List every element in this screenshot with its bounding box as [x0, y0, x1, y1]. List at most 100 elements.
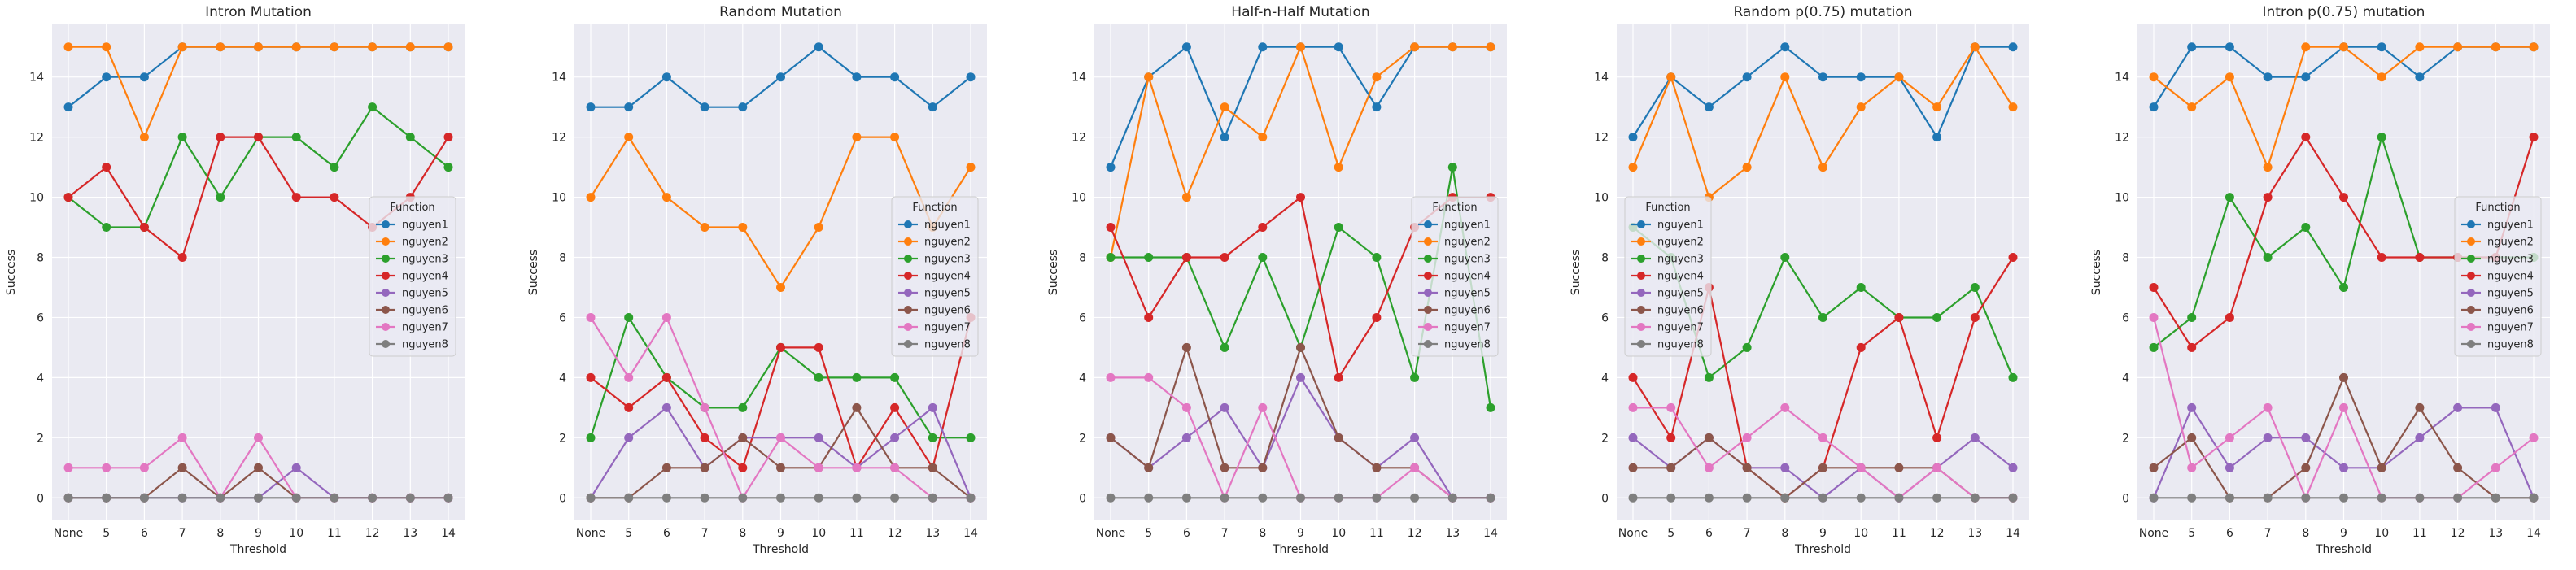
data-point-nguyen7	[1704, 463, 1714, 472]
data-point-nguyen8	[1856, 493, 1866, 503]
data-point-nguyen6	[2149, 463, 2159, 472]
data-point-nguyen3	[2149, 342, 2159, 352]
data-point-nguyen4	[1932, 433, 1942, 442]
data-point-nguyen7	[2529, 433, 2539, 442]
data-point-nguyen2	[1666, 72, 1676, 82]
legend-label: nguyen4	[1657, 271, 1704, 283]
data-point-nguyen2	[2187, 102, 2197, 112]
data-point-nguyen8	[405, 493, 415, 503]
data-point-nguyen1	[1932, 133, 1942, 142]
legend-label: nguyen3	[2487, 254, 2534, 266]
data-point-nguyen4	[216, 133, 225, 142]
data-point-nguyen8	[1296, 493, 1305, 503]
y-tick-label: 4	[1601, 372, 1609, 385]
data-point-nguyen5	[890, 433, 900, 442]
y-tick-label: 8	[1601, 252, 1609, 265]
y-tick-label: 10	[29, 192, 44, 205]
chart-title: Random Mutation	[719, 4, 842, 20]
legend-swatch-marker	[382, 289, 390, 297]
data-point-nguyen4	[1628, 372, 1638, 382]
legend-swatch-marker	[2467, 306, 2475, 314]
data-point-nguyen8	[852, 493, 862, 503]
data-point-nguyen1	[624, 102, 634, 112]
legend-title: Function	[390, 202, 434, 214]
x-tick-label: 11	[2412, 527, 2427, 540]
data-point-nguyen2	[1372, 72, 1382, 82]
data-point-nguyen4	[1106, 223, 1116, 233]
data-point-nguyen3	[1447, 163, 1457, 172]
legend-swatch-marker	[382, 323, 390, 331]
data-point-nguyen4	[2529, 133, 2539, 142]
data-point-nguyen4	[443, 133, 453, 142]
data-point-nguyen7	[1742, 433, 1752, 442]
data-point-nguyen5	[1220, 402, 1229, 412]
data-point-nguyen2	[291, 42, 301, 52]
data-point-nguyen7	[624, 372, 634, 382]
data-point-nguyen2	[1818, 163, 1827, 172]
data-point-nguyen8	[368, 493, 378, 503]
data-point-nguyen7	[1780, 402, 1790, 412]
data-point-nguyen2	[1181, 193, 1191, 202]
data-point-nguyen7	[700, 402, 709, 412]
x-tick-label: 12	[2451, 527, 2465, 540]
data-point-nguyen3	[216, 193, 225, 202]
x-tick-label: 10	[1331, 527, 1346, 540]
data-point-nguyen3	[2225, 193, 2234, 202]
legend-swatch-marker	[1424, 272, 1432, 280]
data-point-nguyen1	[1258, 42, 1268, 52]
y-tick-label: 4	[2122, 372, 2129, 385]
data-point-nguyen1	[1334, 42, 1343, 52]
x-axis-label: Threshold	[752, 543, 809, 556]
data-point-nguyen7	[890, 463, 900, 472]
chart-panel-4: 0 2 4 6 8 10 12 14 None 5 6 7 8 9 10 11 12 13 14 Random p(0…	[1570, 4, 2029, 556]
y-tick-label: 12	[1594, 132, 1609, 145]
data-point-nguyen6	[2339, 372, 2348, 382]
legend-swatch-marker	[382, 237, 390, 246]
x-tick-label: 12	[1930, 527, 1945, 540]
legend-label: nguyen1	[924, 220, 971, 232]
x-tick-label: 14	[963, 527, 978, 540]
legend-label: nguyen4	[924, 271, 971, 283]
data-point-nguyen4	[661, 372, 671, 382]
x-tick-label: 13	[403, 527, 417, 540]
legend-swatch-marker	[1424, 237, 1432, 246]
data-point-nguyen1	[1742, 72, 1752, 82]
x-tick-label: 14	[441, 527, 456, 540]
data-point-nguyen8	[1372, 493, 1382, 503]
x-tick-label: 13	[2488, 527, 2503, 540]
data-point-nguyen8	[1742, 493, 1752, 503]
data-point-nguyen2	[852, 133, 862, 142]
data-point-nguyen2	[966, 163, 976, 172]
legend-label: nguyen2	[1657, 237, 1704, 249]
data-point-nguyen8	[2529, 493, 2539, 503]
data-point-nguyen5	[2187, 402, 2197, 412]
data-point-nguyen2	[1856, 102, 1866, 112]
x-tick-label: 13	[1967, 527, 1982, 540]
data-point-nguyen3	[1372, 253, 1382, 263]
x-tick-label: 7	[2264, 527, 2272, 540]
data-point-nguyen4	[2149, 282, 2159, 292]
data-point-nguyen1	[890, 72, 900, 82]
data-point-nguyen1	[2008, 42, 2018, 52]
data-point-nguyen4	[1894, 312, 1904, 322]
x-tick-label: 10	[1853, 527, 1868, 540]
legend-label: nguyen8	[2487, 339, 2534, 351]
legend-label: nguyen7	[1444, 322, 1491, 334]
data-point-nguyen8	[2491, 493, 2500, 503]
y-axis-label: Success	[527, 250, 540, 295]
data-point-nguyen3	[2301, 223, 2311, 233]
data-point-nguyen3	[291, 133, 301, 142]
y-axis-label: Success	[1570, 250, 1583, 295]
data-point-nguyen4	[1258, 223, 1268, 233]
chart-title: Intron Mutation	[205, 4, 312, 20]
data-point-nguyen6	[1220, 463, 1229, 472]
data-point-nguyen7	[139, 463, 149, 472]
data-point-nguyen6	[254, 463, 263, 472]
data-point-nguyen1	[2149, 102, 2159, 112]
data-point-nguyen5	[291, 463, 301, 472]
data-point-nguyen1	[738, 102, 748, 112]
chart-panel-1: 0 2 4 6 8 10 12 14 None 5 6 7 8 9 10 11 12 13 14 Intron Mut…	[5, 4, 465, 556]
data-point-nguyen1	[102, 72, 111, 82]
data-point-nguyen8	[2339, 493, 2348, 503]
data-point-nguyen8	[1410, 493, 1420, 503]
